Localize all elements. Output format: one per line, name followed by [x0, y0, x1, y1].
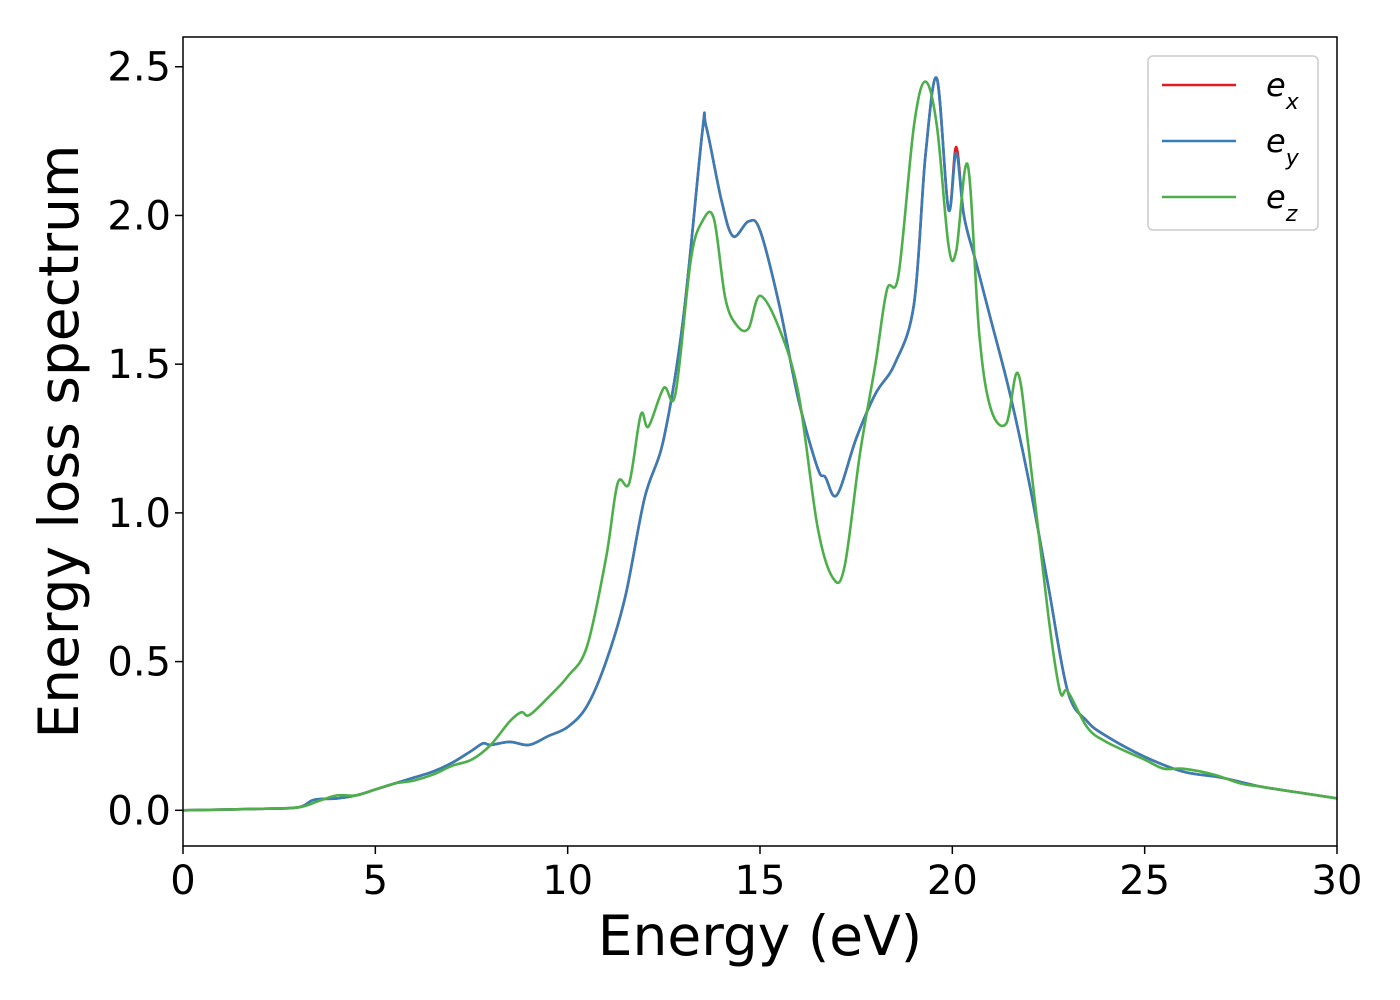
- plot-lines: [182, 76, 1338, 812]
- y-axis-ticks: 0.0 0.5 1.0 1.5 2.0 2.5: [107, 45, 183, 834]
- x-axis-ticks: 0 5 10 15 20 25 30: [170, 846, 1362, 904]
- legend: ex ey ez: [1147, 55, 1319, 231]
- legend-label-y: ey: [1266, 122, 1300, 171]
- x-tick-label: 0: [170, 858, 195, 904]
- x-tick-label: 5: [363, 858, 388, 904]
- legend-label-z: ez: [1266, 178, 1298, 227]
- y-tick-label: 2.5: [107, 45, 171, 91]
- y-tick-label: 0.5: [107, 640, 171, 686]
- legend-label-x: ex: [1266, 66, 1300, 115]
- x-tick-label: 20: [927, 858, 978, 904]
- x-axis-title: Energy (eV): [598, 904, 922, 968]
- y-axis-title: Energy loss spectrum: [27, 144, 91, 738]
- x-tick-label: 25: [1119, 858, 1170, 904]
- series-line-y: [182, 76, 1338, 812]
- y-tick-label: 0.0: [107, 788, 171, 834]
- series-line-z: [182, 80, 1338, 812]
- y-tick-label: 1.0: [107, 491, 171, 537]
- x-tick-label: 10: [542, 858, 593, 904]
- x-tick-label: 30: [1312, 858, 1363, 904]
- legend-box: [1147, 55, 1319, 231]
- y-tick-label: 2.0: [107, 193, 171, 239]
- y-tick-label: 1.5: [107, 342, 171, 388]
- x-tick-label: 15: [735, 858, 786, 904]
